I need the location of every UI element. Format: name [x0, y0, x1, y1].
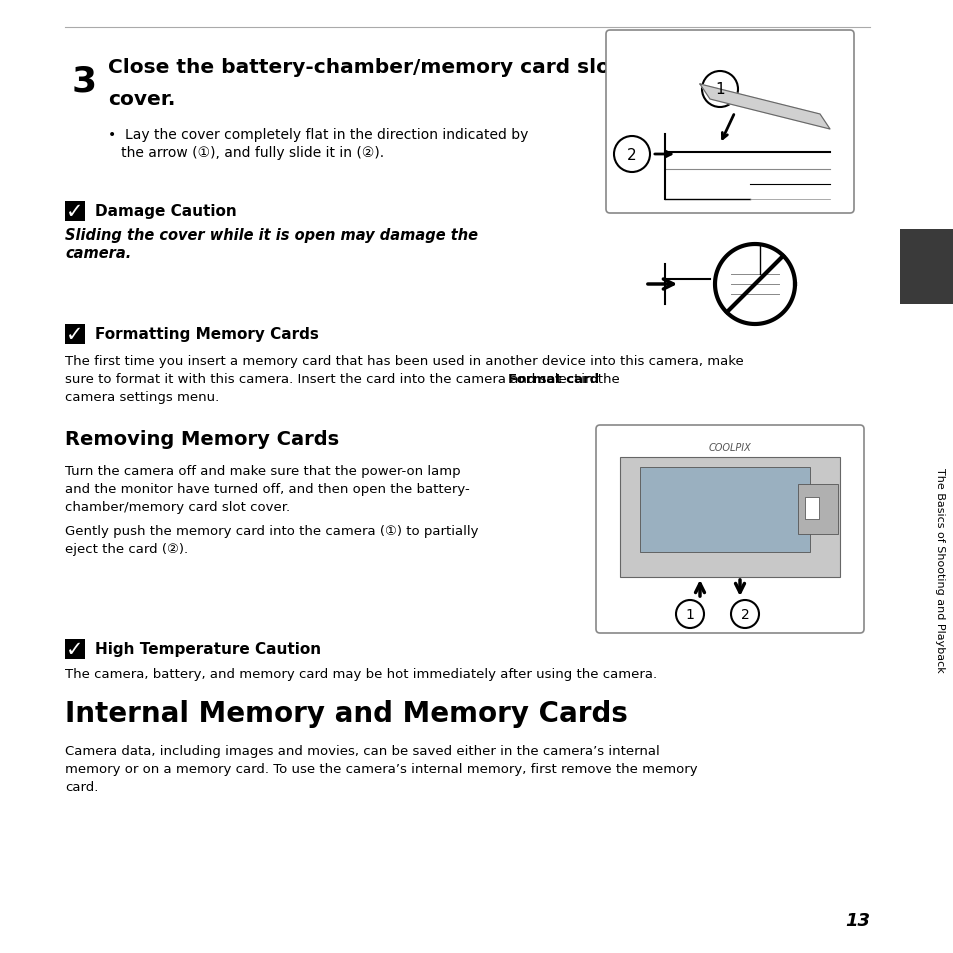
Text: 1: 1 — [715, 82, 724, 97]
Text: eject the card (②).: eject the card (②). — [65, 542, 188, 556]
Text: Format card: Format card — [507, 373, 598, 386]
FancyBboxPatch shape — [596, 426, 863, 634]
Text: •  Lay the cover completely flat in the direction indicated by: • Lay the cover completely flat in the d… — [108, 128, 528, 142]
Text: The camera, battery, and memory card may be hot immediately after using the came: The camera, battery, and memory card may… — [65, 667, 657, 680]
Text: Removing Memory Cards: Removing Memory Cards — [65, 430, 338, 449]
Bar — [65, 639, 85, 659]
Text: 3: 3 — [71, 65, 97, 99]
Bar — [899, 230, 953, 305]
Text: 13: 13 — [844, 911, 869, 929]
Bar — [65, 325, 85, 345]
Bar — [804, 497, 818, 519]
Text: Formatting Memory Cards: Formatting Memory Cards — [95, 327, 318, 341]
Text: chamber/memory card slot cover.: chamber/memory card slot cover. — [65, 500, 290, 514]
Text: The Basics of Shooting and Playback: The Basics of Shooting and Playback — [934, 467, 944, 672]
Text: Sliding the cover while it is open may damage the: Sliding the cover while it is open may d… — [65, 228, 477, 243]
Text: COOLPIX: COOLPIX — [708, 442, 751, 453]
Polygon shape — [700, 85, 829, 130]
Text: the arrow (①), and fully slide it in (②).: the arrow (①), and fully slide it in (②)… — [108, 146, 384, 160]
Text: cover.: cover. — [108, 90, 175, 109]
Text: Camera data, including images and movies, can be saved either in the camera’s in: Camera data, including images and movies… — [65, 744, 659, 758]
Text: in the: in the — [577, 373, 619, 386]
Text: and the monitor have turned off, and then open the battery-: and the monitor have turned off, and the… — [65, 482, 469, 496]
Text: The first time you insert a memory card that has been used in another device int: The first time you insert a memory card … — [65, 355, 743, 368]
Text: camera.: camera. — [65, 246, 132, 261]
Text: Close the battery-chamber/memory card slot: Close the battery-chamber/memory card sl… — [108, 58, 619, 77]
Text: ✓: ✓ — [66, 325, 84, 345]
Text: ✓: ✓ — [66, 202, 84, 222]
Text: 2: 2 — [626, 148, 637, 162]
Text: High Temperature Caution: High Temperature Caution — [95, 641, 321, 657]
Text: Damage Caution: Damage Caution — [95, 204, 236, 219]
Text: ✓: ✓ — [66, 639, 84, 659]
Text: Internal Memory and Memory Cards: Internal Memory and Memory Cards — [65, 700, 627, 727]
Text: 2: 2 — [740, 607, 749, 621]
Bar — [619, 457, 840, 578]
Text: card.: card. — [65, 781, 98, 793]
FancyBboxPatch shape — [605, 30, 853, 213]
Text: Turn the camera off and make sure that the power-on lamp: Turn the camera off and make sure that t… — [65, 464, 460, 477]
Text: 1: 1 — [685, 607, 694, 621]
Bar — [797, 484, 837, 535]
Bar — [639, 468, 809, 553]
Text: memory or on a memory card. To use the camera’s internal memory, first remove th: memory or on a memory card. To use the c… — [65, 762, 697, 775]
Bar — [65, 202, 85, 222]
Text: Gently push the memory card into the camera (①) to partially: Gently push the memory card into the cam… — [65, 524, 478, 537]
Text: camera settings menu.: camera settings menu. — [65, 391, 219, 403]
Text: sure to format it with this camera. Insert the card into the camera and select: sure to format it with this camera. Inse… — [65, 373, 583, 386]
